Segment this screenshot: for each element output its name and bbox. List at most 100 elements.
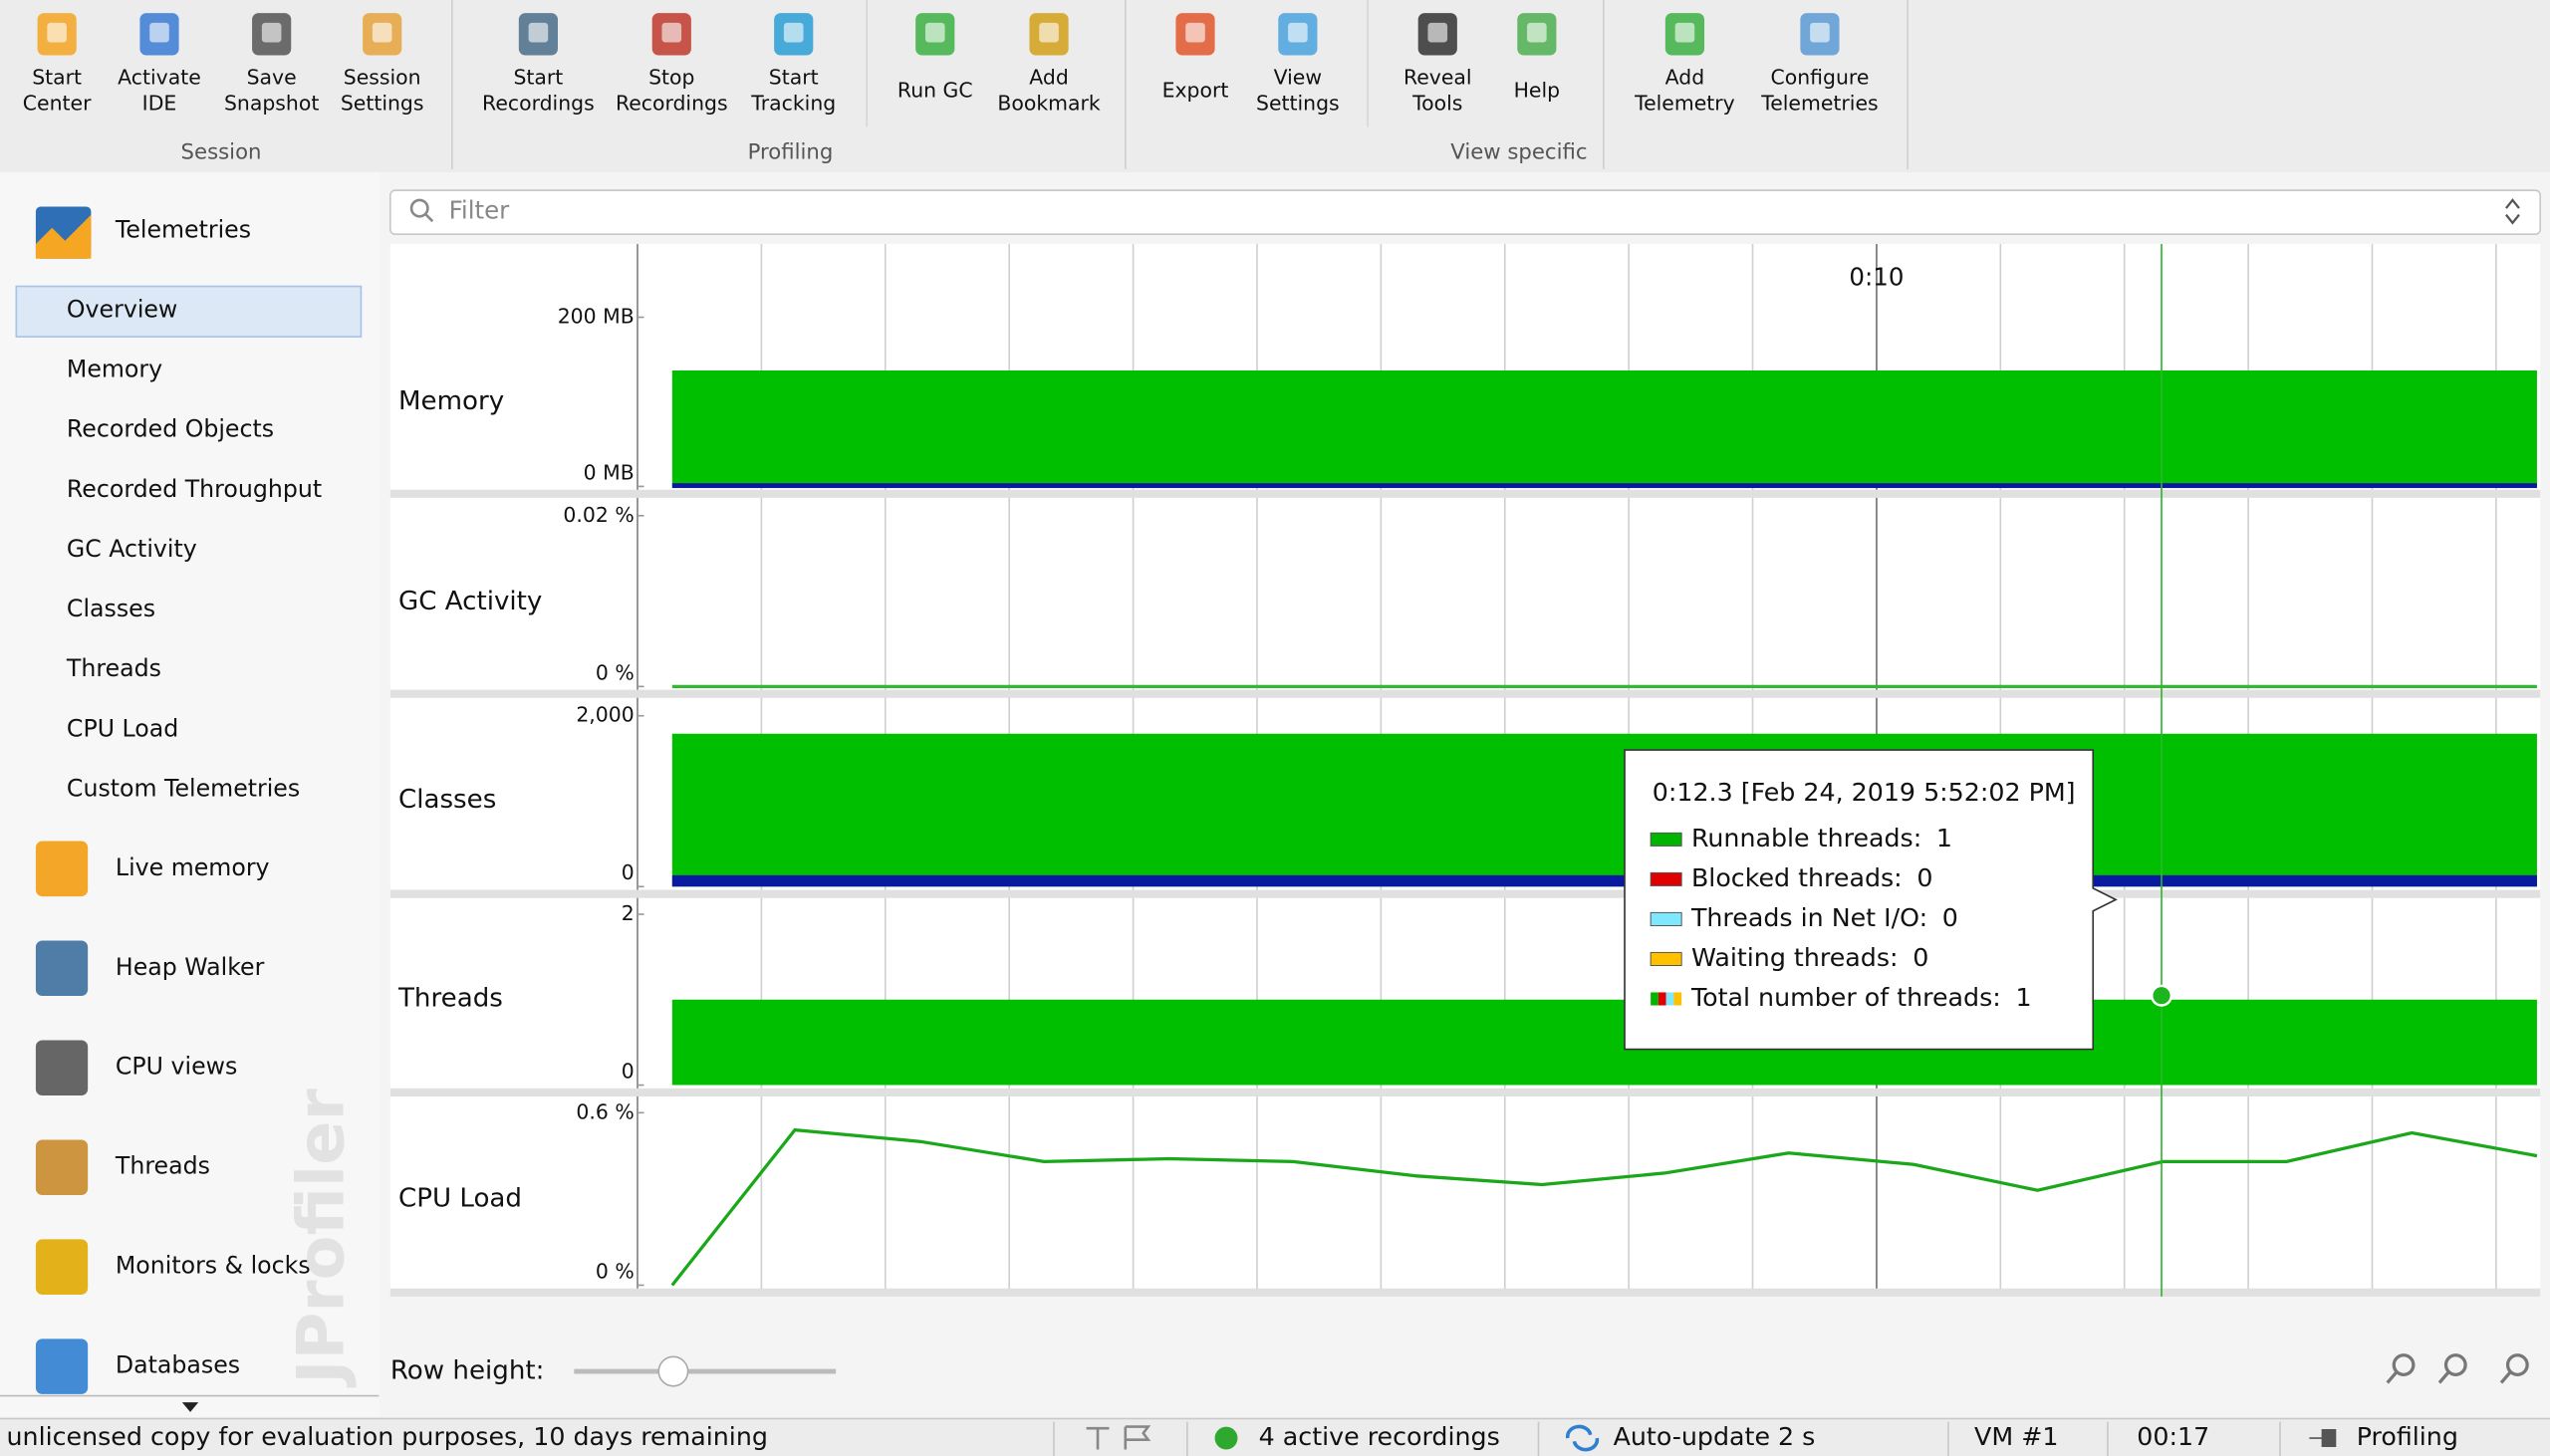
toolbar-button[interactable]: Start Tracking [750,13,836,116]
toolbar-button[interactable]: Stop Recordings [616,13,728,116]
sidebar-item[interactable]: Recorded Throughput [67,475,322,503]
button-label: Tools [1411,92,1462,116]
sidebar-section[interactable]: Threads [115,1152,210,1180]
mode-status: Profiling [2357,1422,2458,1451]
row-label: CPU Load [398,1183,522,1213]
y-tick-label: 0.6 % [576,1099,634,1123]
toolbar-button[interactable]: Add Bookmark [997,13,1101,116]
sidebar-item[interactable]: CPU Load [67,714,178,742]
row-label: GC Activity [398,587,542,616]
tooltip-item-label: Blocked threads: [1691,863,1903,892]
filter-dropdown[interactable] [2505,198,2520,225]
sidebar-section[interactable]: Heap Walker [116,953,265,981]
toolbar-button[interactable]: Session Settings [341,13,424,116]
sidebar-item[interactable]: Custom Telemetries [67,774,300,802]
mode-icon [2309,1429,2337,1448]
button-icon-detail [1810,22,1830,43]
tooltip-item: Runnable threads: 1 [1691,824,1952,852]
time-tick-label: 0:10 [1849,262,1904,291]
row-separator [389,1088,2541,1096]
y-tick-label: 200 MB [558,305,635,329]
button-icon-detail [1185,22,1205,43]
button-label: IDE [142,92,177,116]
section-icon [35,1338,89,1394]
telemetry-area [671,733,2537,887]
telemetries-icon-chart [35,214,92,259]
row-label: Memory [398,386,504,416]
tooltip-item-label: Runnable threads: [1691,824,1921,852]
slider-knob[interactable] [657,1355,689,1387]
group-label: Profiling [748,140,834,165]
section-icon [35,1139,89,1195]
button-label: Add [1029,65,1069,89]
toolbar-button[interactable]: Help [1514,13,1561,102]
legend-swatch [1651,992,1658,1006]
section-icon [35,1040,89,1096]
section-icon [35,1239,89,1295]
recordings-status: 4 active recordings [1259,1422,1500,1451]
toolbar-button[interactable]: Save Snapshot [224,13,319,116]
scroll-down[interactable] [181,1402,199,1412]
sidebar-item[interactable]: Memory [67,356,162,383]
toolbar-button[interactable]: Run GC [897,13,973,102]
button-label: Snapshot [224,92,319,116]
y-tick-label: 2 [622,901,635,925]
y-tick-label: 0 [622,1059,635,1083]
row-label: Classes [398,785,496,815]
sidebar-header: Telemetries [115,215,251,243]
button-icon-detail [1039,22,1059,43]
toolbar-button[interactable]: Reveal Tools [1403,13,1472,116]
y-tick-label: 0 MB [584,460,635,484]
update-icon [1565,1424,1600,1452]
tooltip-item-value: 1 [1936,824,1952,852]
row-label: Threads [397,983,503,1013]
y-tick-label: 0 % [596,1259,635,1283]
button-icon-detail [1288,22,1308,43]
tooltip-item: Total number of threads: 1 [1690,983,2032,1012]
button-icon-detail [783,22,804,43]
filter-box[interactable] [389,189,2542,236]
watermark: JProfiler [284,1088,360,1387]
button-label: Tracking [750,92,836,116]
sidebar-item[interactable]: Recorded Objects [67,415,274,443]
tooltip: 0:12.3 [Feb 24, 2019 5:52:02 PM] Runnable… [1624,749,2118,1051]
tooltip-item-value: 0 [1912,943,1928,972]
y-tick-label: 0.02 % [563,503,634,527]
sidebar-item[interactable]: GC Activity [67,535,197,563]
legend-swatch [1650,951,1682,966]
toolbar-button[interactable]: Export [1162,13,1229,102]
button-icon-detail [661,22,682,43]
button-label: Settings [1256,92,1340,116]
zoom-tools[interactable] [2386,1353,2529,1384]
button-label: Session [344,65,421,89]
button-label: Start [769,65,819,89]
y-tick-label: 0 [622,860,635,884]
sidebar-item[interactable]: Classes [67,595,155,622]
toolbar-button[interactable]: View Settings [1256,13,1340,116]
group-label: Session [181,140,262,165]
tooltip-item-value: 0 [1916,863,1932,892]
row-height-label: Row height: [390,1356,545,1386]
button-icon-detail [528,22,549,43]
row-separator [389,689,2541,698]
sidebar-section[interactable]: Monitors & locks [116,1252,311,1280]
cursor-dot [2151,984,2173,1007]
button-label: Stop [648,65,694,89]
toolbar-button[interactable]: Start Recordings [482,13,595,116]
toolbar-button[interactable]: Add Telemetry [1634,13,1735,116]
telemetry-area [671,999,2537,1086]
toolbar-button[interactable]: Activate IDE [118,13,201,116]
sidebar-section[interactable]: Databases [116,1351,240,1379]
sidebar-section[interactable]: CPU views [116,1053,237,1081]
toolbar-button[interactable]: Start Center [23,13,92,116]
legend-swatch [1658,992,1666,1006]
button-icon-detail [372,22,392,43]
sidebar-item[interactable]: Overview [67,295,177,323]
sidebar-item[interactable]: Threads [66,654,161,682]
vm-status: VM #1 [1974,1422,2058,1451]
sidebar-section[interactable]: Live memory [116,853,270,881]
button-icon-detail [47,22,67,43]
toolbar-button[interactable]: Configure Telemetries [1760,13,1879,116]
button-label: Recordings [616,92,728,116]
